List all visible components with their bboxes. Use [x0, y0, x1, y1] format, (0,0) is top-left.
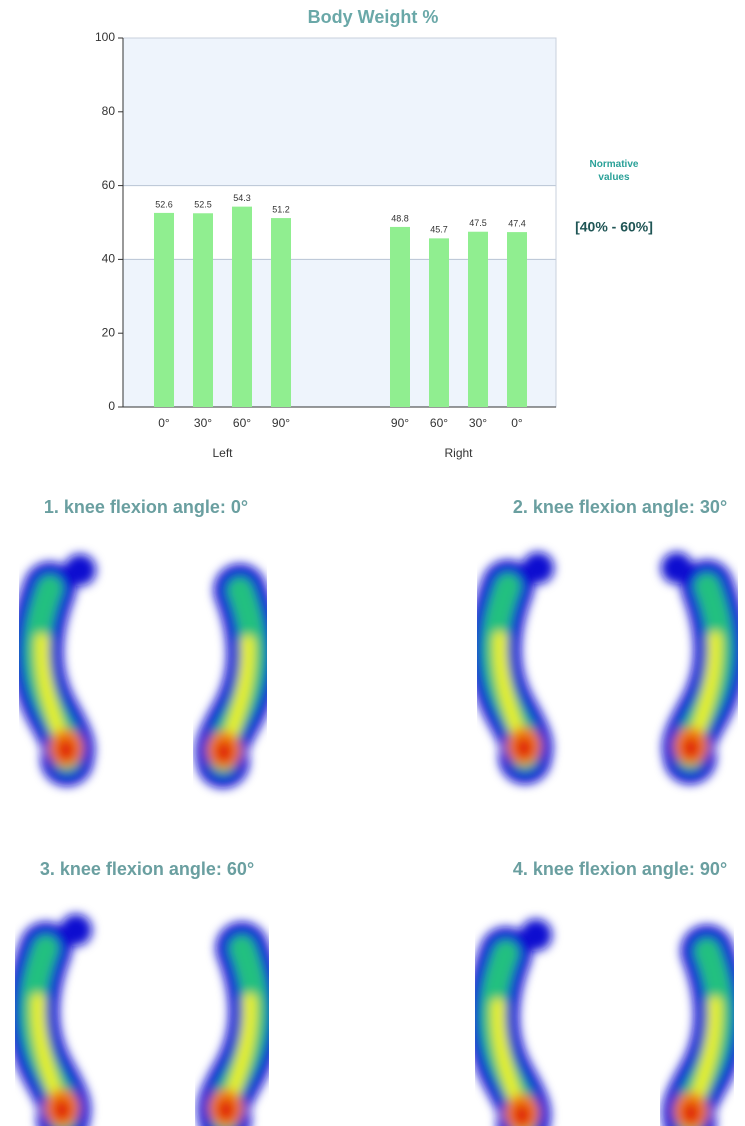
pressure-map — [209, 948, 255, 1126]
value-label: 48.8 — [391, 213, 409, 223]
pressure-zone-peak — [57, 739, 75, 761]
pressure-zone-peak — [215, 741, 233, 763]
pressure-map — [33, 914, 92, 1126]
x-tick-label: 60° — [430, 416, 448, 430]
value-label: 47.5 — [469, 218, 487, 228]
pressure-zone-low — [520, 919, 552, 951]
value-label: 45.7 — [430, 225, 448, 235]
pressure-zone-low — [522, 552, 554, 584]
pressure-zone-peak — [682, 737, 700, 759]
bar — [271, 218, 291, 407]
pressure-map — [495, 552, 554, 765]
x-tick-label: 0° — [158, 416, 170, 430]
pressure-zone-peak — [515, 737, 533, 759]
pressure-zone-low — [64, 554, 96, 586]
x-tick-label: 90° — [272, 416, 290, 430]
pressure-zone-peak — [513, 1104, 531, 1126]
normative-range-label: [40% - 60%] — [575, 219, 653, 235]
page: Body Weight % Normative values [40% - 60… — [0, 0, 745, 1126]
y-tick-label: 80 — [102, 104, 116, 118]
panel-title: 3. knee flexion angle: 60° — [40, 859, 254, 879]
x-tick-label: 0° — [511, 416, 523, 430]
y-tick-label: 40 — [102, 252, 116, 266]
x-tick-label: 30° — [194, 416, 212, 430]
pressure-zone-low — [661, 552, 693, 584]
pressure-map — [674, 951, 720, 1126]
pressure-map — [661, 552, 720, 765]
group-label: Right — [444, 446, 473, 460]
y-tick-label: 100 — [95, 30, 115, 44]
bar — [507, 232, 527, 407]
pressure-zone-peak — [682, 1102, 700, 1124]
x-tick-label: 90° — [391, 416, 409, 430]
value-label: 52.6 — [155, 199, 173, 209]
value-label: 52.5 — [194, 200, 212, 210]
normative-band — [123, 186, 556, 260]
panel-title: 2. knee flexion angle: 30° — [513, 497, 727, 517]
pressure-zone-low — [60, 914, 92, 946]
chart-title: Body Weight % — [308, 7, 439, 27]
y-tick-label: 60 — [102, 178, 116, 192]
bar — [429, 238, 449, 407]
bar — [468, 232, 488, 407]
annotation-box: Normative values — [574, 158, 654, 192]
panel-title: 1. knee flexion angle: 0° — [44, 497, 248, 517]
bar — [193, 213, 213, 407]
pressure-map — [493, 919, 552, 1126]
x-tick-label: 30° — [469, 416, 487, 430]
bar — [232, 207, 252, 407]
pressure-map — [207, 590, 253, 769]
panel-title: 4. knee flexion angle: 90° — [513, 859, 727, 879]
pressure-zone-peak — [53, 1099, 71, 1121]
y-tick-label: 20 — [102, 325, 116, 339]
group-label: Left — [212, 446, 233, 460]
pressure-zone-peak — [217, 1099, 235, 1121]
value-label: 47.4 — [508, 218, 526, 228]
value-label: 54.3 — [233, 193, 251, 203]
bar — [390, 227, 410, 407]
value-label: 51.2 — [272, 204, 290, 214]
bar — [154, 213, 174, 407]
normative-label: Normative values — [574, 158, 654, 184]
pressure-map — [37, 554, 96, 767]
x-tick-label: 60° — [233, 416, 251, 430]
y-tick-label: 0 — [108, 399, 115, 413]
